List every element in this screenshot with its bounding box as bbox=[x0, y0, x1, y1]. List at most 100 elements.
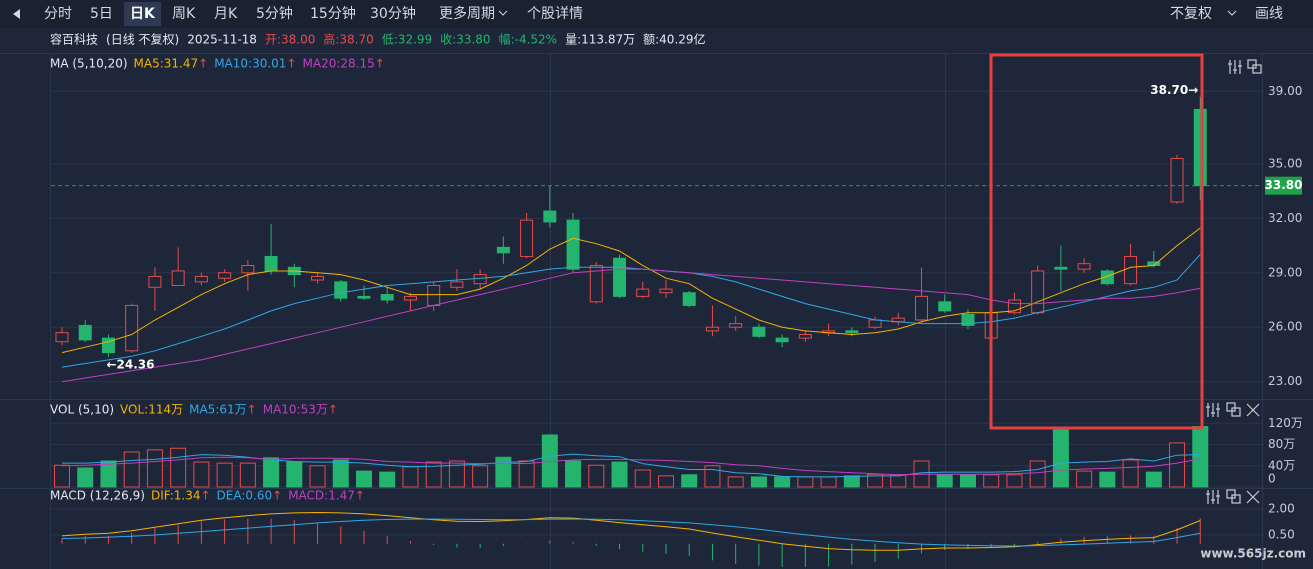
candle-body bbox=[311, 275, 325, 281]
legend-text: DEA:0.60 bbox=[217, 489, 273, 503]
legend-text: VOL:114万 bbox=[120, 403, 183, 417]
candle-body bbox=[427, 284, 441, 306]
volume-bar bbox=[332, 459, 349, 488]
y-tick-label: 29.00 bbox=[1268, 265, 1302, 279]
candle-body bbox=[636, 288, 650, 297]
volume-bar bbox=[820, 476, 837, 488]
candle-body bbox=[1193, 108, 1207, 187]
candle-body bbox=[659, 288, 673, 294]
indicator-line bbox=[61, 268, 1201, 383]
volume-bar bbox=[355, 470, 372, 488]
volume-bar bbox=[239, 462, 256, 488]
candle-body bbox=[101, 337, 115, 354]
watermark: www.565jz.com bbox=[1200, 547, 1306, 561]
volume-bar bbox=[797, 476, 814, 488]
volume-bar bbox=[123, 451, 140, 488]
toolbar-tab[interactable]: 更多周期 bbox=[439, 6, 495, 22]
volume-bar bbox=[681, 474, 698, 488]
legend-text: ↑ bbox=[355, 489, 365, 503]
legend-text: 幅:-4.52% bbox=[499, 32, 558, 47]
legend-text: MA5:61万 bbox=[189, 403, 247, 417]
legend-text: MA10:30.01 bbox=[214, 57, 286, 71]
last-price-label: 33.80 bbox=[1265, 178, 1303, 192]
back-icon[interactable] bbox=[13, 9, 20, 19]
candle-body bbox=[1124, 255, 1138, 285]
toolbar-tab[interactable]: 日K bbox=[124, 2, 161, 26]
annotation: ←24.36 bbox=[106, 357, 154, 371]
candle-body bbox=[55, 332, 69, 343]
legend-text: 额:40.29亿 bbox=[643, 32, 705, 47]
toolbar-tab[interactable]: 30分钟 bbox=[370, 6, 416, 22]
volume-bar bbox=[170, 447, 187, 488]
toolbar-tab[interactable]: 15分钟 bbox=[310, 6, 356, 22]
toolbar-tab[interactable]: 个股详情 bbox=[527, 6, 583, 22]
indicator-line bbox=[61, 227, 1201, 354]
volume-bar bbox=[867, 473, 884, 488]
volume-bar bbox=[565, 460, 582, 488]
legend-text: ↑ bbox=[272, 489, 282, 503]
candle-body bbox=[357, 295, 371, 299]
volume-bar bbox=[263, 457, 280, 488]
legend-text: ↑ bbox=[375, 57, 385, 71]
legend-text: 量:113.87万 bbox=[565, 33, 635, 47]
legend-text: VOL (5,10) bbox=[50, 403, 114, 417]
candle-body bbox=[868, 319, 882, 328]
legend-text: 2025-11-18 bbox=[187, 33, 257, 47]
legend-text: ↑ bbox=[328, 403, 338, 417]
candle-body bbox=[1054, 266, 1068, 270]
volume-bar bbox=[286, 461, 303, 488]
volume-bar bbox=[309, 465, 326, 488]
candle-body bbox=[845, 330, 859, 334]
legend-text: 高:38.70 bbox=[323, 32, 373, 47]
volume-bar bbox=[890, 474, 907, 488]
toolbar-tab[interactable]: 不复权 bbox=[1170, 6, 1212, 22]
y-tick-label: 35.00 bbox=[1268, 156, 1302, 170]
toolbar-tab[interactable]: 5日 bbox=[90, 6, 113, 22]
y-tick-label: 32.00 bbox=[1268, 211, 1302, 225]
candle-body bbox=[1031, 270, 1045, 314]
volume-bar bbox=[1169, 442, 1186, 488]
candle-body bbox=[264, 255, 278, 272]
toolbar-tab[interactable]: 画线 bbox=[1255, 6, 1283, 22]
volume-bar bbox=[495, 456, 512, 488]
legend-text: ↑ bbox=[286, 57, 296, 71]
volume-bar bbox=[983, 474, 1000, 488]
candle-body bbox=[194, 275, 208, 283]
candle-body bbox=[241, 265, 255, 274]
candle-body bbox=[334, 281, 348, 299]
y-tick-label: 23.00 bbox=[1268, 374, 1302, 388]
candle-body bbox=[380, 294, 394, 301]
volume-bar bbox=[588, 464, 605, 488]
toolbar-tab[interactable]: 周K bbox=[172, 6, 196, 22]
toolbar-tab[interactable]: 月K bbox=[214, 6, 238, 22]
volume-bar bbox=[1006, 474, 1023, 488]
volume-bar bbox=[216, 462, 233, 488]
volume-bar bbox=[750, 476, 767, 488]
volume-bar bbox=[77, 467, 94, 488]
candle-body bbox=[1170, 157, 1184, 203]
candle-body bbox=[403, 295, 417, 301]
volume-bar bbox=[448, 460, 465, 488]
volume-bar bbox=[379, 471, 396, 488]
legend-text: DIF:1.34 bbox=[151, 489, 201, 503]
volume-bar bbox=[704, 465, 721, 488]
indicator-line bbox=[61, 254, 1201, 368]
candle-body bbox=[171, 270, 185, 286]
y-tick-label: 0.50 bbox=[1268, 528, 1295, 542]
volume-bar bbox=[611, 461, 628, 488]
legend-text: ↑ bbox=[247, 403, 257, 417]
legend-text: MA10:53万 bbox=[263, 403, 328, 417]
panel-icons[interactable] bbox=[1206, 59, 1262, 504]
volume-bar bbox=[472, 465, 489, 488]
candle-body bbox=[961, 314, 975, 326]
candle-body bbox=[705, 326, 719, 332]
indicator-line bbox=[61, 511, 1201, 551]
y-tick-label: 0 bbox=[1268, 472, 1276, 486]
y-tick-label: 120万 bbox=[1268, 416, 1303, 430]
legend-text: MACD (12,26,9) bbox=[50, 489, 145, 503]
toolbar: 分时 5日 日K 周K 月K 5分钟 15分钟 30分钟 更多周期 个股详情 不复权 画线 bbox=[0, 0, 1313, 28]
toolbar-tab[interactable]: 5分钟 bbox=[256, 6, 293, 22]
toolbar-tab[interactable]: 分时 bbox=[44, 6, 72, 22]
